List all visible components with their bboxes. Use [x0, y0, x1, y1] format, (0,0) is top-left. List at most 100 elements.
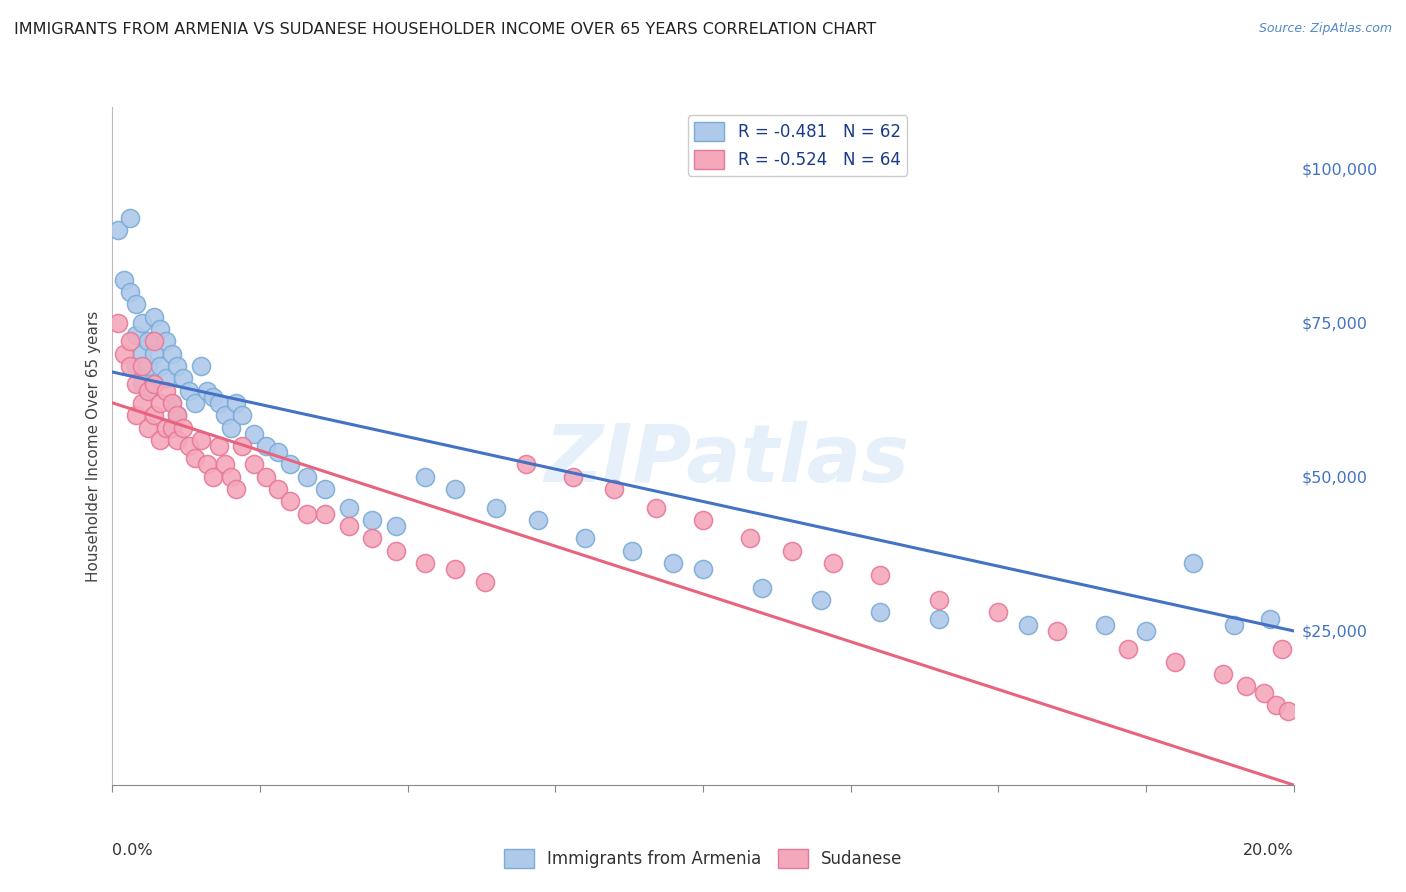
Point [166, 408, 188, 422]
Text: IMMIGRANTS FROM ARMENIA VS SUDANESE HOUSEHOLDER INCOME OVER 65 YEARS CORRELATION: IMMIGRANTS FROM ARMENIA VS SUDANESE HOUS… [14, 22, 876, 37]
Point [120, 211, 142, 225]
Point [1046, 624, 1069, 638]
Point [125, 359, 148, 373]
Point [987, 606, 1010, 620]
Point [107, 316, 129, 330]
Point [1264, 698, 1286, 712]
Point [166, 433, 188, 447]
Point [120, 285, 142, 299]
Point [361, 513, 384, 527]
Point [821, 556, 844, 570]
Point [621, 543, 644, 558]
Point [142, 310, 165, 324]
Point [142, 334, 165, 349]
Point [278, 494, 301, 508]
Point [337, 519, 360, 533]
Point [208, 439, 231, 453]
Point [1116, 642, 1139, 657]
Point [136, 359, 159, 373]
Point [131, 359, 153, 373]
Point [225, 482, 247, 496]
Point [219, 420, 242, 434]
Point [120, 334, 142, 349]
Text: ZIPatlas: ZIPatlas [544, 420, 910, 499]
Point [297, 507, 319, 521]
Point [231, 439, 253, 453]
Point [485, 500, 508, 515]
Point [149, 396, 172, 410]
Point [131, 377, 153, 392]
Point [1253, 685, 1275, 699]
Point [515, 458, 537, 472]
Point [1271, 642, 1294, 657]
Point [385, 519, 408, 533]
Point [444, 482, 467, 496]
Point [166, 408, 188, 422]
Point [1017, 617, 1039, 632]
Point [267, 482, 290, 496]
Point [740, 532, 762, 546]
Point [662, 556, 685, 570]
Point [160, 396, 183, 410]
Point [337, 500, 360, 515]
Point [385, 543, 408, 558]
Text: 20.0%: 20.0% [1243, 843, 1294, 858]
Point [179, 384, 201, 398]
Point [131, 346, 153, 360]
Point [195, 384, 218, 398]
Point [1094, 617, 1116, 632]
Point [869, 606, 891, 620]
Point [254, 470, 277, 484]
Point [136, 420, 159, 434]
Point [120, 359, 142, 373]
Point [225, 396, 247, 410]
Point [314, 507, 336, 521]
Point [231, 408, 253, 422]
Point [142, 377, 165, 392]
Point [603, 482, 626, 496]
Point [692, 513, 714, 527]
Point [155, 371, 177, 385]
Point [1234, 679, 1257, 693]
Point [142, 377, 165, 392]
Point [1223, 617, 1246, 632]
Point [131, 396, 153, 410]
Point [160, 420, 183, 434]
Point [142, 408, 165, 422]
Point [314, 482, 336, 496]
Point [125, 328, 148, 343]
Point [692, 562, 714, 576]
Point [172, 420, 194, 434]
Point [160, 346, 183, 360]
Point [780, 543, 803, 558]
Point [1182, 556, 1205, 570]
Point [190, 359, 212, 373]
Point [155, 384, 177, 398]
Point [928, 593, 950, 607]
Point [278, 458, 301, 472]
Point [1135, 624, 1157, 638]
Point [184, 451, 207, 466]
Point [107, 223, 129, 237]
Point [219, 470, 242, 484]
Point [195, 458, 218, 472]
Point [361, 532, 384, 546]
Point [254, 439, 277, 453]
Point [267, 445, 290, 459]
Point [125, 408, 148, 422]
Point [1277, 704, 1299, 718]
Point [526, 513, 548, 527]
Point [574, 532, 596, 546]
Point [297, 470, 319, 484]
Point [136, 384, 159, 398]
Point [155, 420, 177, 434]
Point [644, 500, 666, 515]
Legend: R = -0.481   N = 62, R = -0.524   N = 64: R = -0.481 N = 62, R = -0.524 N = 64 [688, 115, 907, 176]
Point [810, 593, 832, 607]
Text: Source: ZipAtlas.com: Source: ZipAtlas.com [1258, 22, 1392, 36]
Point [415, 556, 437, 570]
Point [112, 272, 135, 286]
Point [751, 581, 773, 595]
Point [243, 426, 266, 441]
Point [201, 470, 224, 484]
